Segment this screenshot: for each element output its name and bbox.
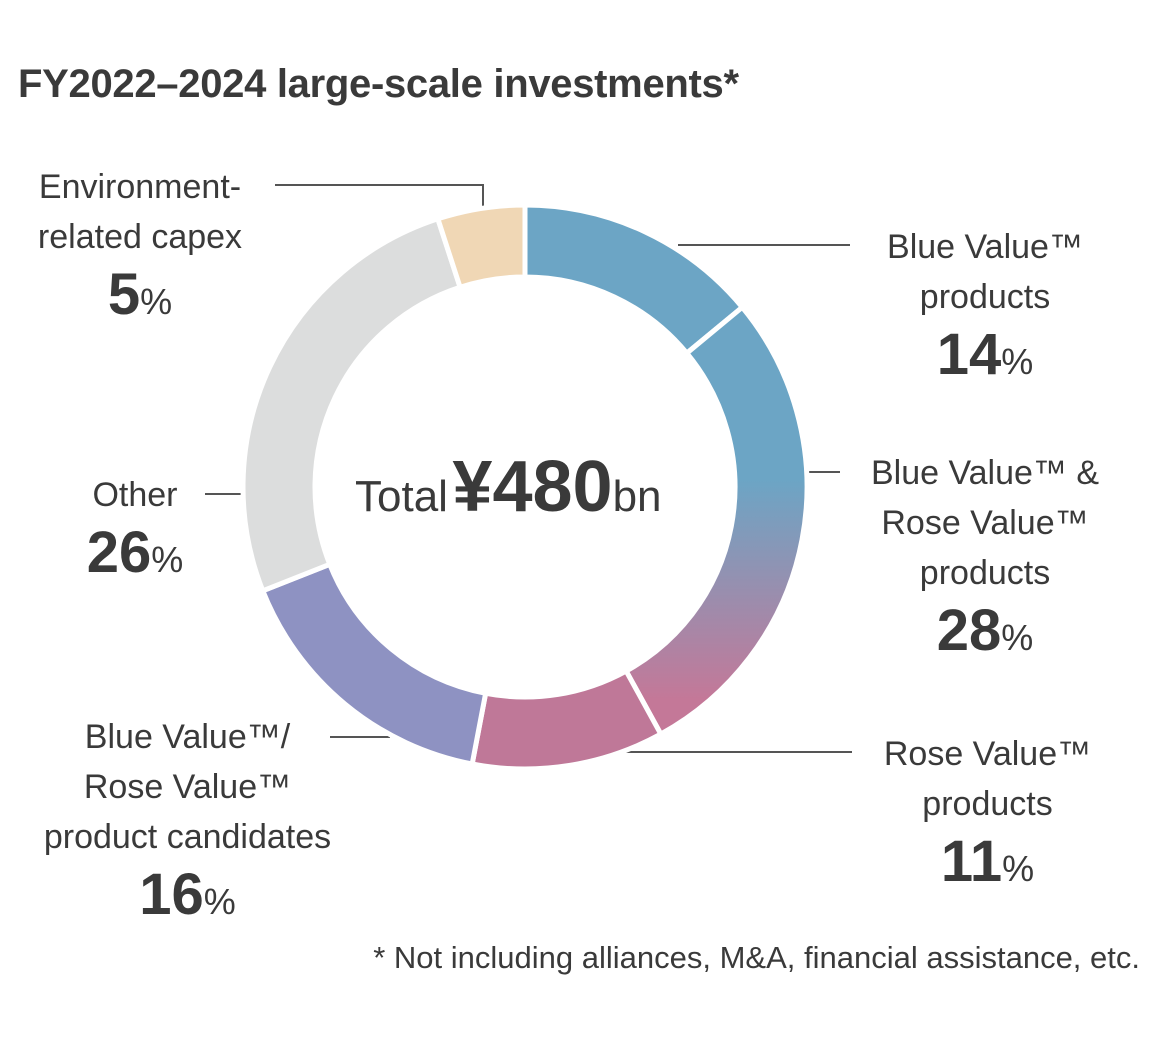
slice-blue-rose-value — [622, 303, 810, 738]
pct-value: 14 — [936, 322, 1002, 387]
label-blue-rose-value: Blue Value™ & Rose Value™ products 28% — [870, 454, 1100, 663]
label-product-candidates: Blue Value™/ Rose Value™ product candida… — [43, 718, 332, 927]
label-other: Other 26% — [86, 476, 184, 585]
label-environment: Environment- related capex 5% — [37, 168, 243, 327]
pct-value: 16 — [139, 862, 204, 927]
label-blue-value: Blue Value™ products 14% — [887, 228, 1083, 387]
center-total-prefix: Total — [355, 472, 448, 521]
chart-title: FY2022–2024 large-scale investments* — [18, 62, 739, 106]
label-rose-value: Rose Value™ products 11% — [883, 735, 1092, 894]
pct-value: 28 — [936, 598, 1002, 663]
pct-value: 5 — [107, 262, 141, 327]
slice-rose-value — [469, 667, 665, 772]
center-total-unit: bn — [612, 472, 662, 521]
slice-blue-value — [522, 202, 746, 357]
center-total-label: Total ¥480bn — [355, 446, 662, 528]
footnote: * Not including alliances, M&A, financia… — [373, 940, 1140, 975]
slice-environment — [434, 202, 528, 291]
leader-line-environment — [275, 184, 484, 208]
slice-other — [240, 215, 464, 595]
center-total-amount: ¥480 — [452, 447, 613, 527]
pct-value: 11 — [940, 829, 1003, 894]
pct-value: 26 — [86, 520, 152, 585]
